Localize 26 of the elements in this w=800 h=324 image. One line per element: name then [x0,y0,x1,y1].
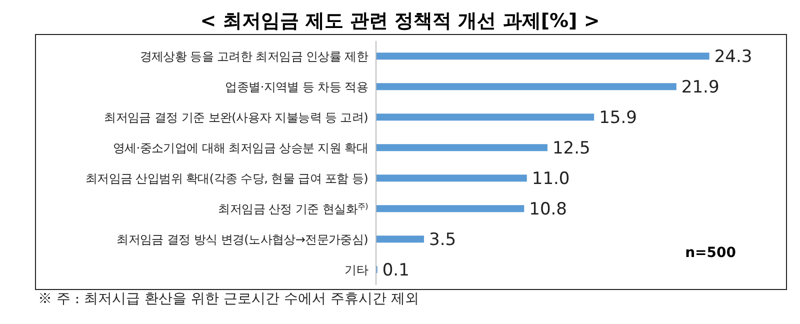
bar [376,174,527,182]
bar [376,83,676,90]
data-label: 24.3 [714,47,752,68]
data-label: 3.5 [429,230,456,250]
chart-title: < 최저임금 제도 관련 정책적 개선 과제[%] > [199,9,601,34]
data-label: 10.8 [529,200,568,220]
data-label: 12.5 [552,138,590,159]
bar [376,114,594,121]
y-tick-label: 최저임금 산입범위 확대(각종 수당, 현물 급여 포함 등) [85,171,368,186]
bar [376,236,424,243]
data-label: 21.9 [681,78,720,98]
bar [376,52,710,60]
bar [376,205,524,212]
y-tick-label: 최저임금 결정 기준 보완(사용자 지불능력 등 고려) [104,110,368,124]
data-label: 0.1 [382,260,410,281]
y-tick-label: 영세·중소기업에 대해 최저임금 상승분 지원 확대 [112,140,368,155]
y-tick-label: 경제상황 등을 고려한 최저임금 인상률 제한 [140,49,368,64]
data-label: 15.9 [599,108,637,128]
y-tick-label: 최저임금 결정 방식 변경(노사협상→전문가중심) [116,232,368,246]
y-tick-label: 기타 [344,262,368,277]
data-label: 11.0 [532,169,570,190]
bar [376,144,548,152]
text: ※ 주 : 최저시급 환산을 위한 근로시간 수에서 주휴시간 제외 [38,290,420,308]
y-tick-label: 최저임금 산정 기준 현실화$^{주)}$ [218,201,368,216]
y-tick-label: 업종별·지역별 등 차등 적용 [225,80,368,94]
annotation: n=500 [685,245,736,261]
